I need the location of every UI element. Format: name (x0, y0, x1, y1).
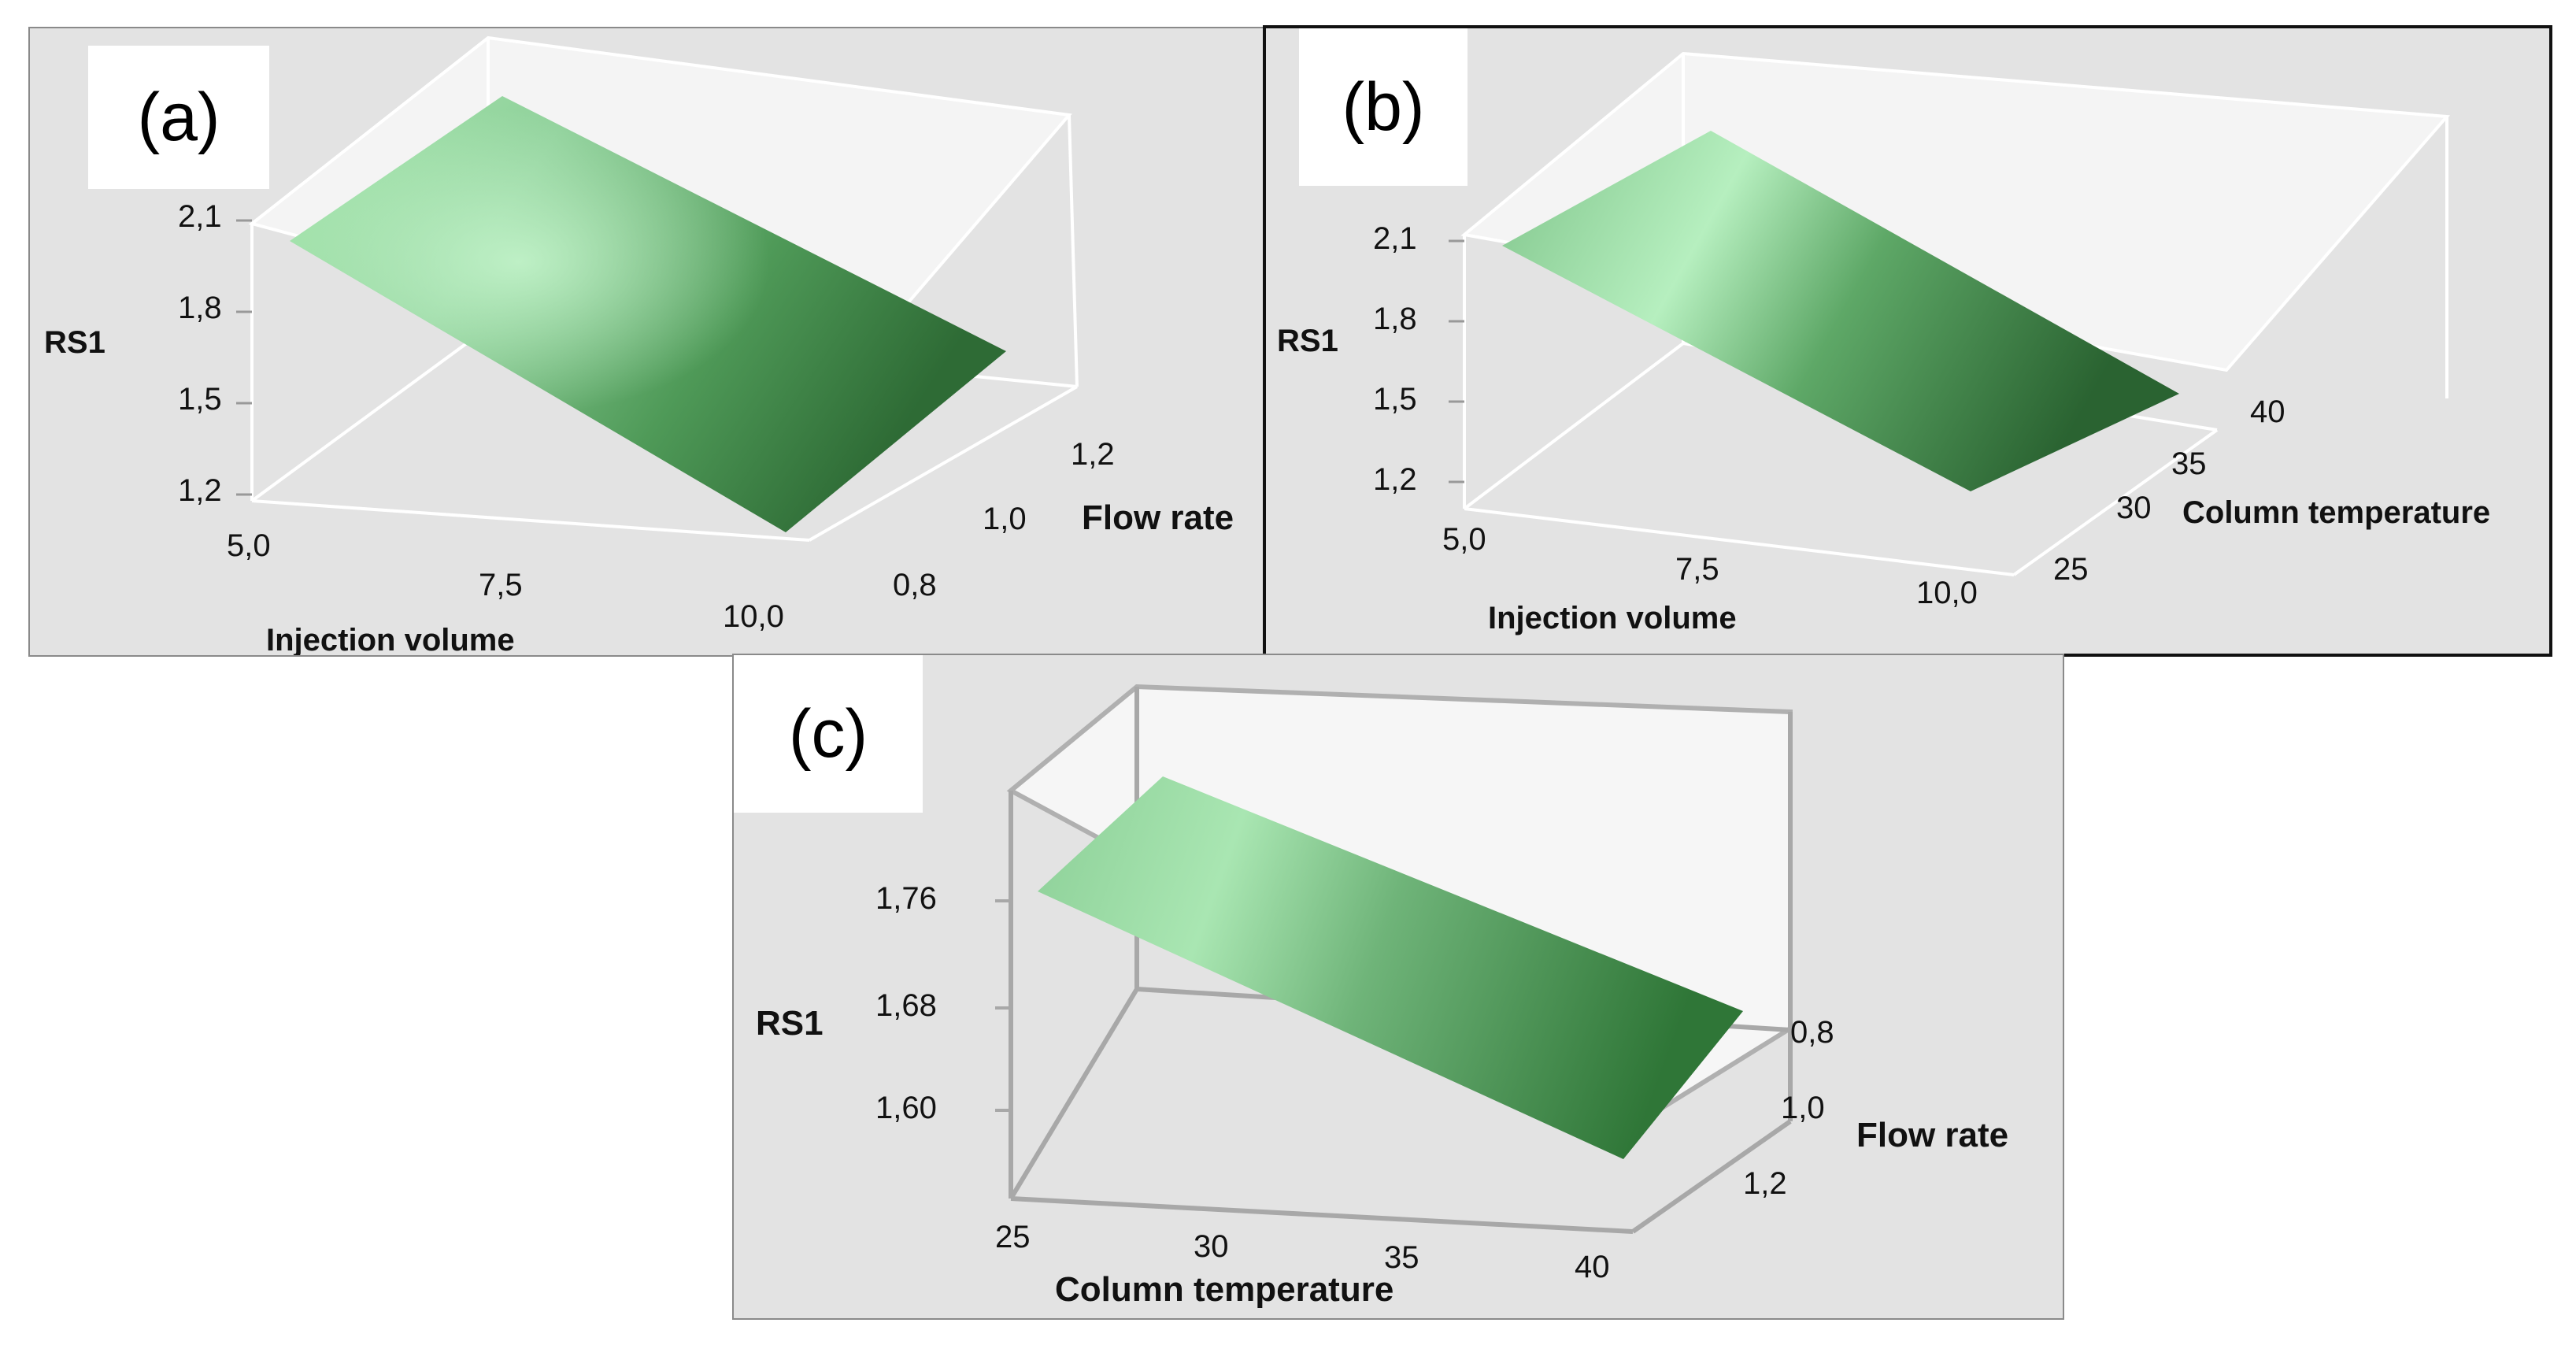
panel-tag-a: (a) (88, 46, 269, 189)
ticks-c (995, 899, 1011, 1112)
response-surface-c (1038, 776, 1743, 1159)
surface-plot-b: 2,1 1,8 1,5 1,2 RS1 5,0 7,5 10,0 Injecti… (1277, 51, 2490, 635)
x-axis-label-c: Column temperature (1055, 1270, 1393, 1309)
panel-tag-c: (c) (734, 655, 923, 813)
surface-plot-c: 1,76 1,68 1,60 RS1 25 30 35 40 Column te… (756, 684, 2008, 1309)
y-axis-label-b: Column temperature (2182, 495, 2490, 530)
z-axis-label-a: RS1 (44, 325, 105, 360)
z-tick-b-0: 2,1 (1373, 221, 1417, 256)
z-tick-a-2: 1,5 (178, 382, 222, 417)
x-tick-a-0: 5,0 (227, 528, 271, 563)
x-tick-c-0: 25 (995, 1220, 1031, 1254)
ticks-b (1449, 239, 1464, 483)
x-tick-b-2: 10,0 (1916, 576, 1978, 610)
response-surface-b (1502, 131, 2179, 491)
z-tick-b-1: 1,8 (1373, 302, 1417, 336)
y-tick-a-2: 1,2 (1071, 437, 1115, 472)
x-tick-c-1: 30 (1194, 1229, 1229, 1264)
y-axis-label-a: Flow rate (1082, 498, 1234, 537)
y-tick-c-0: 0,8 (1790, 1015, 1834, 1050)
response-surface-a (290, 96, 1006, 532)
z-tick-a-1: 1,8 (178, 291, 222, 325)
z-axis-label-c: RS1 (756, 1004, 824, 1043)
chart-panel-b: 2,1 1,8 1,5 1,2 RS1 5,0 7,5 10,0 Injecti… (1263, 25, 2552, 657)
y-tick-b-3: 40 (2250, 395, 2285, 429)
y-tick-a-1: 1,0 (983, 502, 1027, 536)
y-tick-b-0: 25 (2053, 552, 2089, 587)
x-tick-b-0: 5,0 (1442, 522, 1486, 557)
y-tick-c-2: 1,2 (1743, 1166, 1787, 1201)
x-tick-c-2: 35 (1384, 1240, 1419, 1275)
z-tick-c-0: 1,76 (875, 881, 937, 916)
x-tick-b-1: 7,5 (1675, 552, 1719, 587)
y-tick-a-0: 0,8 (893, 568, 937, 602)
z-tick-a-3: 1,2 (178, 473, 222, 508)
z-tick-c-2: 1,60 (875, 1091, 937, 1125)
y-tick-c-1: 1,0 (1781, 1091, 1825, 1125)
z-tick-c-1: 1,68 (875, 988, 937, 1023)
surface-plot-a: 2,1 1,8 1,5 1,2 RS1 5,0 7,5 10,0 Injecti… (44, 35, 1234, 655)
x-axis-label-b: Injection volume (1488, 601, 1737, 635)
z-tick-b-3: 1,2 (1373, 462, 1417, 497)
y-tick-b-2: 35 (2171, 446, 2207, 481)
x-tick-a-2: 10,0 (723, 599, 784, 634)
ticks-a (236, 219, 252, 496)
z-tick-b-2: 1,5 (1373, 382, 1417, 417)
z-axis-label-b: RS1 (1277, 324, 1338, 358)
chart-panel-c: 1,76 1,68 1,60 RS1 25 30 35 40 Column te… (732, 654, 2064, 1320)
x-tick-c-3: 40 (1575, 1250, 1610, 1284)
y-tick-b-1: 30 (2116, 491, 2152, 525)
chart-panel-a: 2,1 1,8 1,5 1,2 RS1 5,0 7,5 10,0 Injecti… (28, 27, 1266, 657)
y-axis-label-c: Flow rate (1856, 1116, 2008, 1154)
x-axis-label-a: Injection volume (266, 623, 515, 655)
panel-tag-b: (b) (1299, 28, 1468, 186)
x-tick-a-1: 7,5 (479, 568, 523, 602)
z-tick-a-0: 2,1 (178, 199, 222, 234)
